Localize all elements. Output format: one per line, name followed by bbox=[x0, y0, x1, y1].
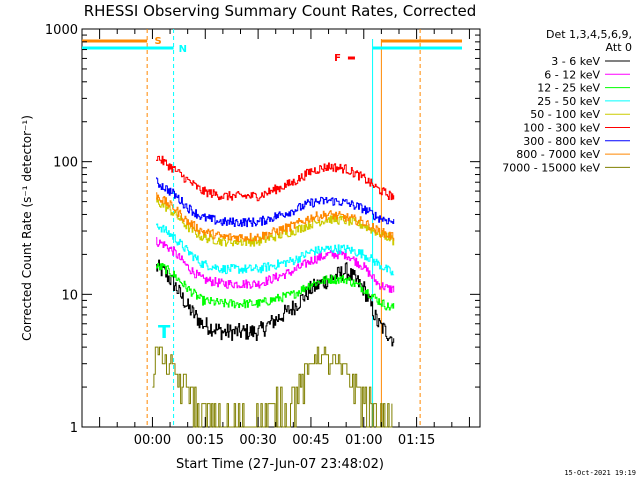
observing-flags-layer: S N F T bbox=[82, 29, 462, 427]
legend-entry-label: 50 - 100 keV bbox=[530, 108, 600, 121]
x-tick-label: 00:30 bbox=[239, 433, 276, 448]
legend-entry-label: 12 - 25 keV bbox=[537, 82, 600, 95]
x-axis-label: Start Time (27-Jun-07 23:48:02) bbox=[176, 457, 384, 472]
series-line bbox=[156, 259, 395, 347]
y-tick-label: 1 bbox=[70, 421, 78, 436]
legend-entry-label: 6 - 12 keV bbox=[544, 68, 600, 81]
y-tick-label: 1000 bbox=[45, 23, 78, 38]
series-line bbox=[156, 237, 395, 293]
y-tick-label: 100 bbox=[53, 156, 78, 171]
flag-label: N bbox=[179, 44, 187, 55]
legend-entry-label: 100 - 300 keV bbox=[523, 122, 600, 135]
series-line bbox=[156, 177, 395, 228]
x-tick-label: 01:15 bbox=[398, 433, 435, 448]
flag-label: F bbox=[334, 53, 341, 64]
series-layer bbox=[152, 155, 395, 428]
x-tick-label: 01:00 bbox=[345, 433, 382, 448]
timestamp-label: 15-Oct-2021 19:19 bbox=[564, 469, 636, 477]
x-tick-label: 00:15 bbox=[187, 433, 224, 448]
series-line bbox=[156, 263, 395, 311]
y-tick-label: 10 bbox=[61, 288, 78, 303]
series-line bbox=[152, 346, 393, 428]
legend-entry-label: 7000 - 15000 keV bbox=[502, 161, 600, 174]
series-line bbox=[156, 223, 395, 276]
x-tick-label: 00:45 bbox=[292, 433, 329, 448]
series-line bbox=[156, 192, 395, 243]
flag-label: S bbox=[154, 36, 161, 47]
legend-entry-label: 25 - 50 keV bbox=[537, 95, 600, 108]
y-axis-label: Corrected Count Rate (s⁻¹ detector⁻¹) bbox=[20, 115, 34, 341]
legend-header: Det 1,3,4,5,6,9, bbox=[546, 28, 632, 41]
legend-entry-label: 800 - 7000 keV bbox=[516, 148, 600, 161]
legend-entry-label: 300 - 800 keV bbox=[523, 135, 600, 148]
series-line bbox=[156, 197, 395, 247]
flag-label: T bbox=[158, 322, 171, 343]
chart-title: RHESSI Observing Summary Count Rates, Co… bbox=[84, 2, 477, 20]
axes-layer: 1 10 100 1000 00:00 00:15 00:30 00:45 01:00 01:15 bbox=[45, 23, 480, 448]
series-line bbox=[156, 155, 395, 202]
legend-entry-label: 3 - 6 keV bbox=[551, 55, 600, 68]
legend-attenuator: Att 0 bbox=[606, 41, 632, 54]
x-tick-label: 00:00 bbox=[134, 433, 171, 448]
